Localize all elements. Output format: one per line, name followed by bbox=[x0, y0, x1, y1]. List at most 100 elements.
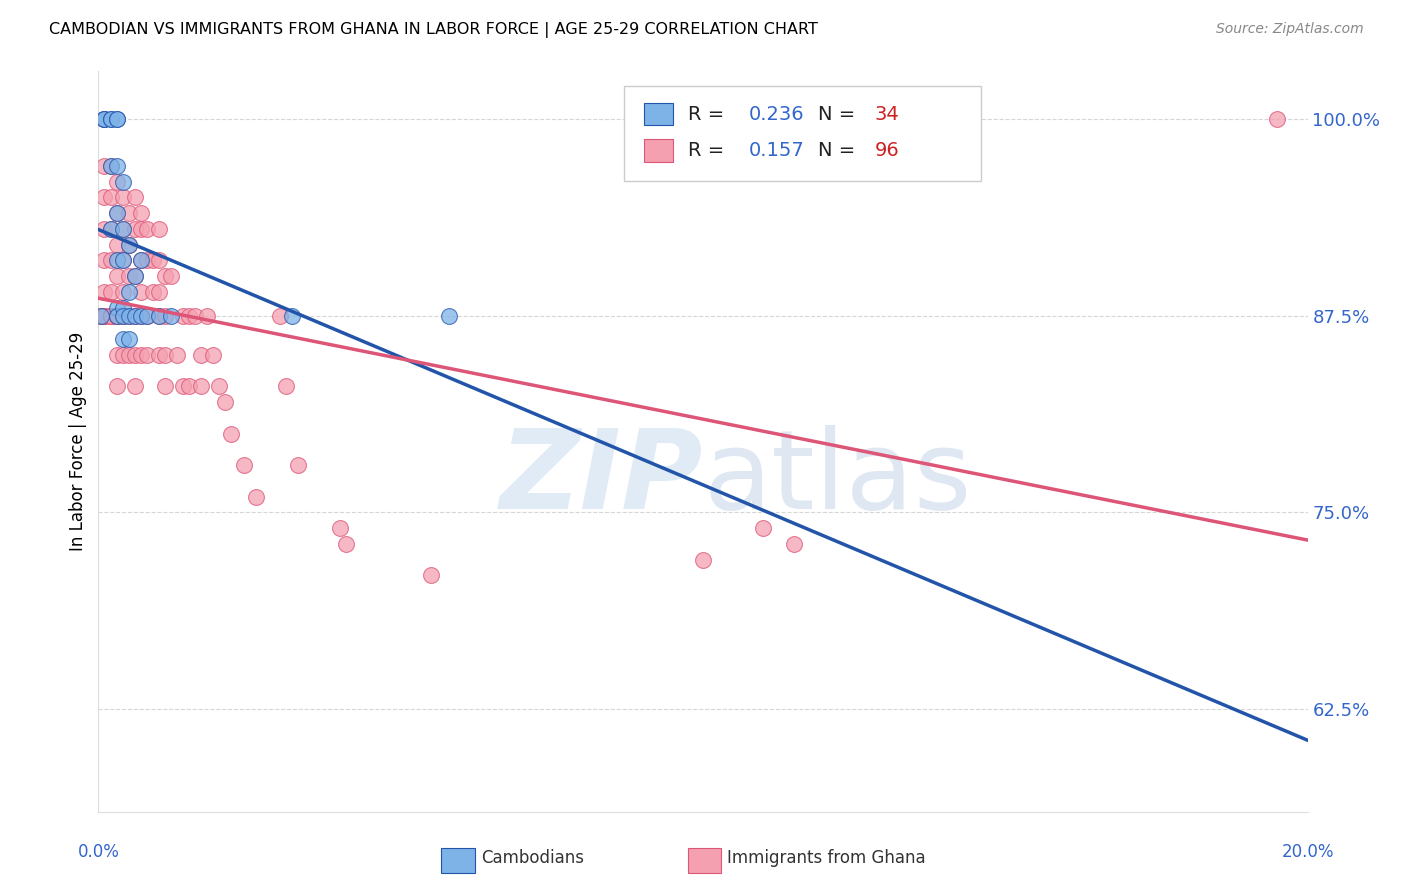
Point bbox=[100, 309, 122, 323]
Point bbox=[135, 253, 157, 268]
Point bbox=[111, 253, 134, 268]
Point bbox=[93, 159, 115, 173]
Point bbox=[105, 309, 128, 323]
Point bbox=[129, 285, 152, 299]
Point bbox=[118, 237, 141, 252]
Point bbox=[148, 348, 170, 362]
Point bbox=[93, 285, 115, 299]
Point bbox=[100, 309, 122, 323]
Point bbox=[287, 458, 309, 472]
FancyBboxPatch shape bbox=[644, 139, 673, 161]
Point bbox=[153, 379, 176, 393]
Point bbox=[100, 112, 122, 126]
Point bbox=[90, 309, 112, 323]
Point bbox=[752, 521, 775, 535]
Point bbox=[202, 348, 225, 362]
FancyBboxPatch shape bbox=[624, 87, 981, 181]
Point bbox=[111, 190, 134, 204]
Point bbox=[129, 309, 152, 323]
Text: 96: 96 bbox=[875, 141, 900, 160]
Point bbox=[93, 112, 115, 126]
Text: R =: R = bbox=[689, 141, 731, 160]
Point bbox=[100, 222, 122, 236]
Point bbox=[118, 206, 141, 220]
Point bbox=[111, 348, 134, 362]
Text: 0.0%: 0.0% bbox=[77, 843, 120, 861]
Point bbox=[111, 222, 134, 236]
Text: Immigrants from Ghana: Immigrants from Ghana bbox=[727, 849, 925, 867]
Point bbox=[105, 206, 128, 220]
Point bbox=[105, 379, 128, 393]
FancyBboxPatch shape bbox=[644, 103, 673, 126]
Point bbox=[129, 222, 152, 236]
Text: ZIP: ZIP bbox=[499, 425, 703, 532]
Point bbox=[105, 175, 128, 189]
Point bbox=[100, 159, 122, 173]
Point bbox=[105, 309, 128, 323]
Point bbox=[93, 309, 115, 323]
Point bbox=[274, 379, 297, 393]
Point bbox=[160, 309, 183, 323]
Point bbox=[105, 159, 128, 173]
Point bbox=[90, 309, 112, 323]
Point bbox=[195, 309, 218, 323]
Point bbox=[783, 537, 806, 551]
Point bbox=[93, 112, 115, 126]
Point bbox=[105, 237, 128, 252]
Point bbox=[100, 253, 122, 268]
Point bbox=[111, 309, 134, 323]
Point bbox=[105, 309, 128, 323]
Text: 0.157: 0.157 bbox=[749, 141, 804, 160]
Point bbox=[90, 309, 112, 323]
Text: 20.0%: 20.0% bbox=[1281, 843, 1334, 861]
Point bbox=[111, 175, 134, 189]
Point bbox=[124, 269, 146, 284]
Point bbox=[190, 348, 212, 362]
Point bbox=[232, 458, 254, 472]
Point bbox=[135, 309, 157, 323]
Point bbox=[166, 348, 188, 362]
Point bbox=[105, 206, 128, 220]
Point bbox=[160, 269, 183, 284]
Point bbox=[329, 521, 352, 535]
Point bbox=[105, 269, 128, 284]
Point bbox=[93, 190, 115, 204]
Text: N =: N = bbox=[818, 104, 862, 124]
Point bbox=[111, 309, 134, 323]
Point bbox=[124, 269, 146, 284]
Point bbox=[111, 285, 134, 299]
Point bbox=[124, 222, 146, 236]
Point bbox=[100, 309, 122, 323]
Text: Cambodians: Cambodians bbox=[481, 849, 583, 867]
Point bbox=[420, 568, 443, 582]
Text: Source: ZipAtlas.com: Source: ZipAtlas.com bbox=[1216, 22, 1364, 37]
Point bbox=[1267, 112, 1289, 126]
Point bbox=[93, 309, 115, 323]
Point bbox=[100, 309, 122, 323]
Point bbox=[281, 309, 304, 323]
Point bbox=[105, 348, 128, 362]
Point bbox=[153, 269, 176, 284]
Point bbox=[93, 112, 115, 126]
Point bbox=[190, 379, 212, 393]
Point bbox=[118, 285, 141, 299]
Point bbox=[179, 379, 201, 393]
Point bbox=[118, 309, 141, 323]
Point bbox=[118, 237, 141, 252]
Point bbox=[153, 309, 176, 323]
Point bbox=[105, 309, 128, 323]
Point bbox=[172, 309, 194, 323]
Point bbox=[135, 222, 157, 236]
Point bbox=[124, 348, 146, 362]
Point bbox=[118, 332, 141, 346]
Point bbox=[93, 222, 115, 236]
Point bbox=[100, 159, 122, 173]
Point bbox=[93, 253, 115, 268]
Point bbox=[118, 309, 141, 323]
Point bbox=[148, 222, 170, 236]
Point bbox=[692, 552, 714, 566]
Point bbox=[105, 253, 128, 268]
Point bbox=[111, 253, 134, 268]
Point bbox=[124, 379, 146, 393]
Point bbox=[269, 309, 291, 323]
